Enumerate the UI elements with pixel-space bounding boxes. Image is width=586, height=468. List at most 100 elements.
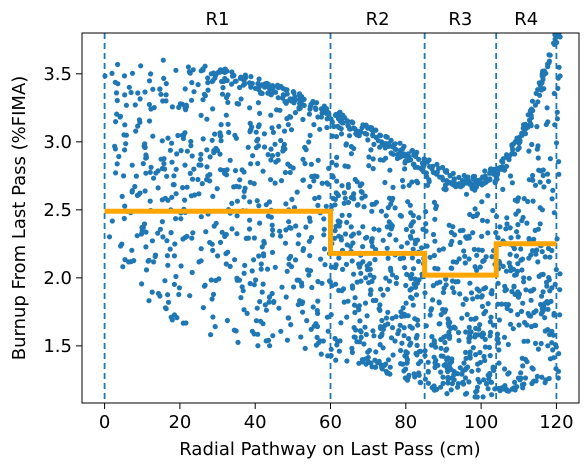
scatter-point [401, 325, 407, 331]
scatter-point [538, 311, 544, 317]
scatter-point [478, 294, 484, 300]
scatter-point [544, 171, 551, 177]
scatter-point [261, 144, 268, 150]
scatter-point [342, 231, 349, 237]
scatter-point [321, 226, 327, 232]
scatter-point [292, 110, 298, 116]
scatter-point [410, 219, 416, 225]
scatter-point [238, 295, 244, 301]
scatter-point [535, 99, 541, 105]
scatter-point [336, 287, 342, 293]
scatter-point [390, 184, 396, 190]
scatter-point [393, 280, 399, 286]
scatter-point [332, 335, 338, 342]
scatter-point [275, 95, 281, 101]
scatter-point [426, 177, 432, 183]
scatter-point [411, 371, 417, 377]
scatter-point [543, 377, 549, 383]
scatter-point [237, 177, 243, 183]
scatter-point [462, 253, 468, 259]
scatter-point [445, 320, 451, 326]
scatter-point [320, 338, 326, 344]
scatter-point [409, 179, 415, 185]
scatter-point [540, 167, 546, 173]
scatter-point [351, 191, 357, 197]
scatter-point [549, 285, 555, 291]
scatter-point [368, 147, 374, 153]
scatter-point [379, 366, 385, 372]
scatter-point [399, 177, 406, 184]
scatter-point [336, 255, 342, 261]
scatter-point [311, 178, 317, 184]
scatter-point [207, 154, 213, 160]
x-tick-label: 80 [394, 412, 417, 433]
scatter-point [332, 202, 338, 208]
scatter-point [241, 188, 247, 194]
scatter-point [542, 254, 548, 260]
scatter-point [365, 349, 371, 355]
scatter-point [122, 92, 128, 98]
scatter-point [520, 300, 526, 306]
scatter-point [281, 128, 288, 134]
scatter-point [173, 216, 179, 222]
scatter-point [549, 196, 555, 202]
scatter-point [188, 138, 194, 145]
scatter-point [461, 360, 467, 366]
scatter-point [191, 89, 197, 95]
x-tick-label: 0 [99, 412, 110, 433]
scatter-point [456, 337, 462, 344]
scatter-point [356, 264, 363, 270]
scatter-point [225, 121, 231, 127]
scatter-point [223, 261, 229, 267]
scatter-point [148, 164, 154, 170]
scatter-point [243, 75, 249, 81]
scatter-point [357, 318, 363, 324]
scatter-point [192, 192, 198, 198]
scatter-point [138, 63, 144, 69]
scatter-point [399, 340, 405, 346]
scatter-point [187, 170, 193, 176]
scatter-point [402, 158, 408, 164]
scatter-point [333, 357, 339, 363]
scatter-point [311, 122, 317, 128]
scatter-point [481, 353, 487, 360]
scatter-point [407, 233, 413, 239]
region-label: R2 [366, 9, 390, 30]
scatter-point [245, 144, 251, 150]
scatter-point [550, 187, 556, 193]
scatter-point [530, 172, 536, 179]
scatter-point [379, 139, 385, 145]
scatter-point [199, 181, 205, 187]
scatter-point [373, 246, 379, 253]
scatter-point [334, 154, 340, 160]
scatter-point [357, 339, 363, 345]
scatter-point [148, 106, 154, 112]
scatter-point [347, 126, 354, 132]
scatter-point [285, 161, 291, 167]
scatter-point [398, 347, 404, 354]
scatter-point [212, 75, 218, 81]
scatter-point [531, 309, 537, 316]
scatter-point [159, 197, 165, 203]
scatter-point [466, 256, 472, 262]
scatter-point [284, 268, 290, 274]
scatter-point [196, 191, 202, 197]
scatter-point [388, 335, 395, 341]
scatter-point [466, 379, 472, 385]
scatter-point [223, 231, 229, 238]
scatter-point [502, 366, 508, 372]
scatter-point [184, 148, 190, 154]
scatter-point [261, 253, 267, 259]
scatter-point [298, 334, 304, 340]
scatter-point [389, 197, 395, 204]
x-axis-label: Radial Pathway on Last Pass (cm) [179, 439, 480, 460]
scatter-point [136, 117, 142, 123]
scatter-point [460, 368, 466, 374]
scatter-point [187, 70, 193, 76]
scatter-point [287, 224, 293, 231]
scatter-point [370, 166, 376, 172]
scatter-point [369, 243, 375, 249]
scatter-point [365, 137, 371, 143]
scatter-point [344, 219, 350, 225]
scatter-point [477, 349, 483, 356]
